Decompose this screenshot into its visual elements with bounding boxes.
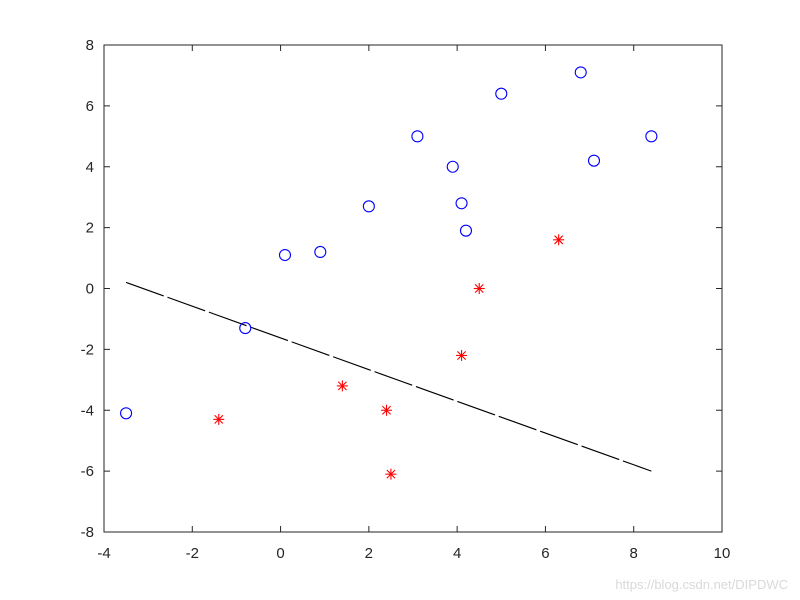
x-axis: -4 -2 0 2 4 6 8 10: [97, 45, 730, 562]
y-tick-label: 4: [86, 159, 94, 176]
y-tick-label: -6: [81, 463, 94, 480]
x-tick-label: 6: [541, 545, 549, 562]
circle-point: [574, 66, 587, 79]
circle-point: [459, 224, 473, 237]
asterisk-point: [473, 283, 485, 294]
watermark: https://blog.csdn.net/DIPDWC: [615, 577, 788, 592]
circle-point: [411, 130, 424, 143]
x-tick-label: 10: [714, 545, 731, 562]
plot-area: [103, 44, 723, 533]
separator-line-layer: [125, 281, 652, 472]
circle-point: [239, 322, 252, 335]
asterisk-point: [213, 413, 225, 425]
circle-point: [455, 197, 468, 210]
x-tick-label: 4: [453, 545, 461, 562]
y-tick-label: -8: [81, 524, 94, 541]
circle-point: [362, 200, 375, 213]
circle-point: [314, 245, 327, 259]
y-tick-label: 8: [86, 37, 94, 54]
x-tick-label: -2: [186, 545, 199, 562]
x-tick-label: 8: [630, 545, 638, 562]
asterisk-point: [553, 234, 565, 246]
separator-line: [125, 281, 652, 472]
y-tick-label: -4: [81, 402, 94, 419]
y-tick-label: 6: [86, 98, 94, 115]
asterisk-point: [381, 404, 393, 416]
circle-point: [446, 160, 459, 173]
points-layer: [120, 66, 658, 480]
circle-point: [120, 407, 133, 420]
y-tick-label: 2: [86, 220, 94, 237]
circle-point: [495, 87, 508, 100]
x-tick-label: -4: [97, 545, 110, 562]
circle-point: [645, 130, 658, 143]
x-tick-label: 2: [365, 545, 373, 562]
y-tick-label: 0: [86, 281, 94, 298]
x-tick-label: 0: [276, 545, 284, 562]
asterisk-point: [385, 468, 397, 480]
circle-point: [278, 248, 292, 262]
y-axis: -8 -6 -4 -2 0 2 4 6 8: [81, 37, 722, 541]
circle-point: [587, 154, 601, 167]
y-tick-label: -2: [81, 341, 94, 358]
asterisk-point: [336, 380, 348, 392]
asterisk-point: [456, 349, 468, 361]
